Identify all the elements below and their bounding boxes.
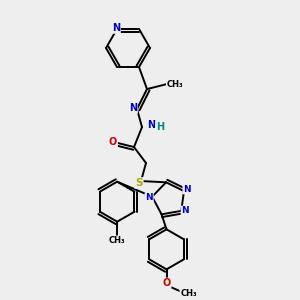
- Text: N: N: [183, 184, 191, 194]
- Text: N: N: [182, 206, 189, 215]
- Text: CH₃: CH₃: [167, 80, 183, 88]
- Text: N: N: [147, 120, 155, 130]
- Text: N: N: [112, 23, 120, 33]
- Text: N: N: [129, 103, 137, 113]
- Text: S: S: [135, 178, 143, 188]
- Text: CH₃: CH₃: [180, 289, 197, 298]
- Text: O: O: [109, 137, 117, 147]
- Text: CH₃: CH₃: [109, 236, 125, 245]
- Text: H: H: [156, 122, 164, 132]
- Text: N: N: [146, 193, 153, 202]
- Text: O: O: [162, 278, 171, 288]
